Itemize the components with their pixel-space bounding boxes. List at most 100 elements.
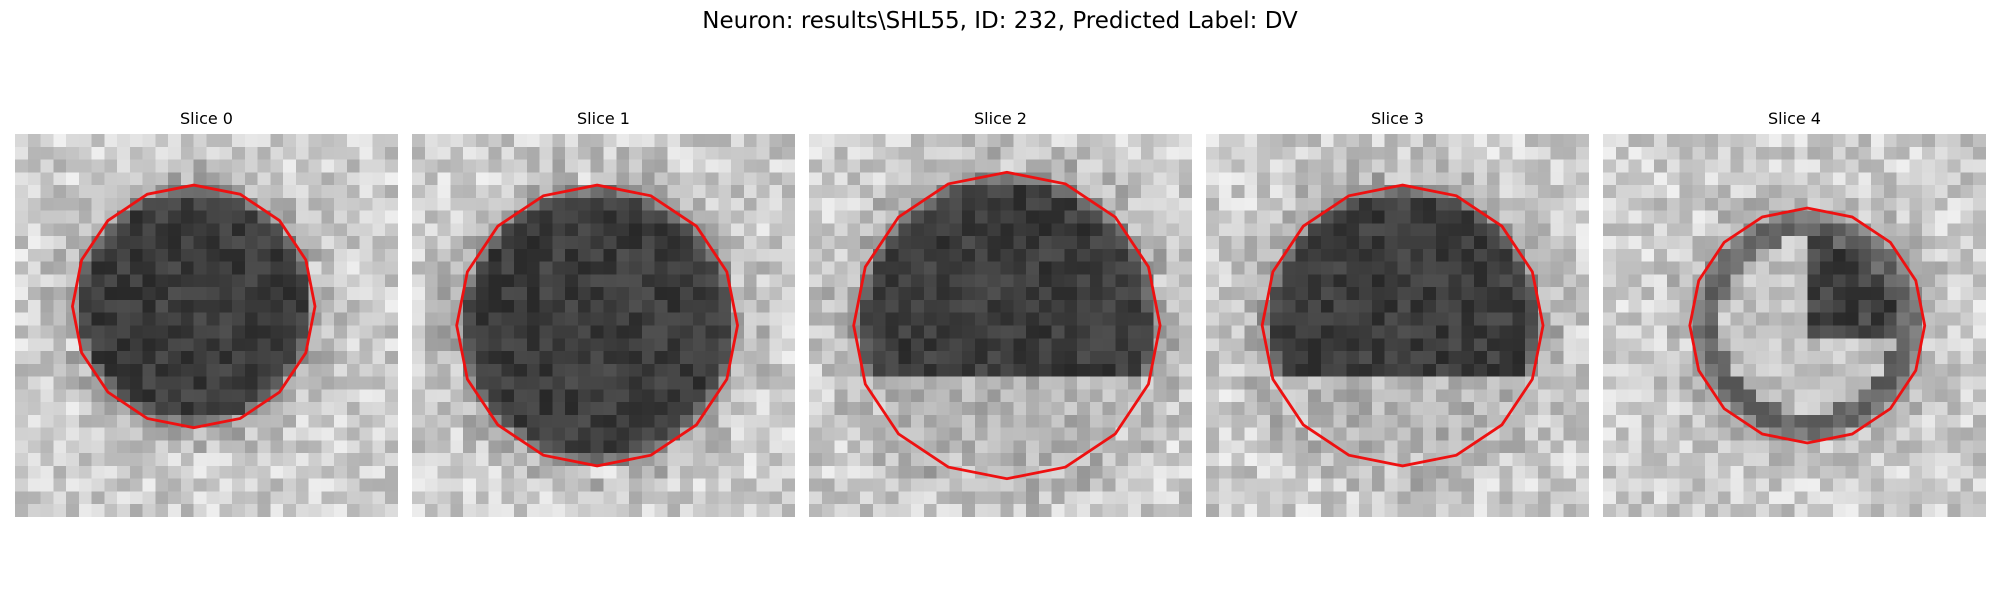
- pixel: [1102, 146, 1116, 160]
- pixel: [244, 504, 258, 517]
- pixel: [1051, 312, 1065, 326]
- pixel: [1730, 236, 1744, 250]
- pixel: [1883, 427, 1897, 441]
- pixel: [1423, 210, 1437, 224]
- pixel: [1537, 223, 1551, 237]
- pixel: [385, 465, 398, 479]
- pixel: [1244, 197, 1258, 211]
- pixel: [117, 338, 131, 352]
- pixel: [1794, 389, 1808, 403]
- pixel: [1089, 146, 1103, 160]
- pixel: [117, 491, 131, 505]
- pixel: [667, 453, 681, 467]
- pixel: [1550, 465, 1564, 479]
- pixel: [565, 248, 579, 262]
- pixel: [1153, 427, 1167, 441]
- pixel: [680, 376, 694, 390]
- pixel: [53, 312, 67, 326]
- pixel: [834, 197, 848, 211]
- pixel: [1641, 440, 1655, 454]
- pixel: [692, 351, 706, 365]
- pixel: [488, 312, 502, 326]
- pixel: [488, 185, 502, 199]
- pixel: [1794, 261, 1808, 275]
- pixel: [15, 453, 29, 467]
- pixel: [769, 440, 783, 454]
- pixel: [1909, 414, 1923, 428]
- pixel: [603, 146, 617, 160]
- pixel: [1820, 504, 1834, 517]
- pixel: [743, 363, 757, 377]
- pixel: [346, 402, 360, 416]
- pixel: [1038, 389, 1052, 403]
- pixel: [514, 465, 528, 479]
- pixel: [450, 491, 464, 505]
- pixel: [424, 134, 438, 148]
- pixel: [359, 389, 373, 403]
- pixel: [206, 287, 220, 301]
- pixel: [603, 351, 617, 365]
- pixel: [1410, 363, 1424, 377]
- pixel: [104, 236, 118, 250]
- pixel: [1603, 504, 1617, 517]
- pixel: [680, 325, 694, 339]
- pixel: [1231, 478, 1245, 492]
- pixel: [1026, 261, 1040, 275]
- pixel: [1909, 325, 1923, 339]
- pixel: [526, 325, 540, 339]
- pixel: [1089, 223, 1103, 237]
- pixel: [821, 248, 835, 262]
- pixel: [1013, 414, 1027, 428]
- pixel: [1423, 236, 1437, 250]
- pixel: [1730, 159, 1744, 173]
- pixel: [1820, 351, 1834, 365]
- pixel: [1832, 299, 1846, 313]
- pixel: [1705, 172, 1719, 186]
- pixel: [1140, 504, 1154, 517]
- pixel: [743, 491, 757, 505]
- pixel: [641, 491, 655, 505]
- pixel: [1244, 414, 1258, 428]
- pixel: [15, 312, 29, 326]
- pixel: [1820, 465, 1834, 479]
- pixel: [654, 274, 668, 288]
- pixel: [501, 236, 515, 250]
- pixel: [1026, 299, 1040, 313]
- pixel: [552, 363, 566, 377]
- pixel: [270, 248, 284, 262]
- pixel: [834, 325, 848, 339]
- pixel: [1537, 172, 1551, 186]
- pixel: [334, 325, 348, 339]
- pixel: [974, 325, 988, 339]
- pixel: [1000, 376, 1014, 390]
- pixel: [1384, 274, 1398, 288]
- pixel: [1461, 261, 1475, 275]
- pixel: [1666, 504, 1680, 517]
- pixel: [1654, 185, 1668, 199]
- pixel: [1679, 236, 1693, 250]
- pixel: [1166, 465, 1180, 479]
- pixel: [987, 274, 1001, 288]
- pixel: [1743, 351, 1757, 365]
- pixel: [1756, 146, 1770, 160]
- pixel: [53, 338, 67, 352]
- pixel: [1499, 478, 1513, 492]
- pixel: [1410, 414, 1424, 428]
- pixel: [53, 274, 67, 288]
- pixel: [641, 376, 655, 390]
- pixel: [1077, 402, 1091, 416]
- pixel: [463, 414, 477, 428]
- pixel: [257, 453, 271, 467]
- pixel: [1231, 223, 1245, 237]
- pixel: [1461, 325, 1475, 339]
- pixel: [1512, 491, 1526, 505]
- pixel: [1461, 236, 1475, 250]
- pixel: [270, 504, 284, 517]
- pixel: [168, 197, 182, 211]
- pixel: [232, 159, 246, 173]
- pixel: [603, 248, 617, 262]
- pixel: [346, 338, 360, 352]
- pixel: [1871, 478, 1885, 492]
- pixel: [1486, 478, 1500, 492]
- pixel: [1115, 236, 1129, 250]
